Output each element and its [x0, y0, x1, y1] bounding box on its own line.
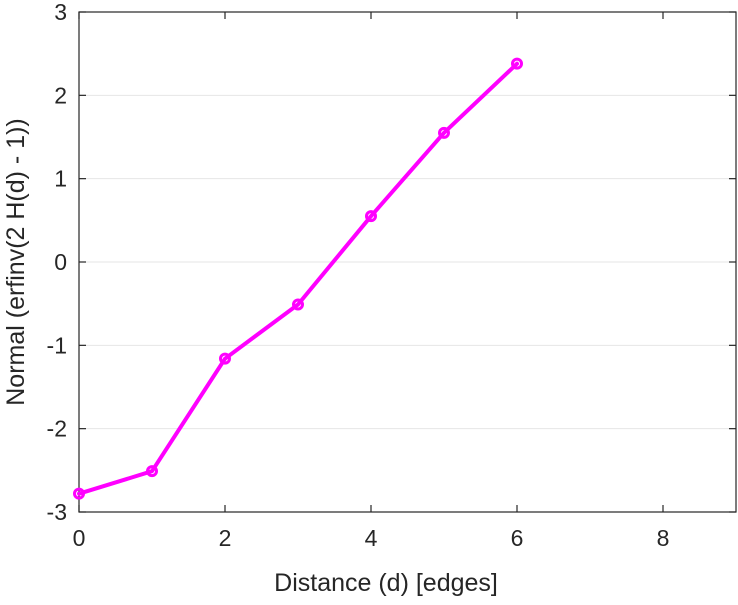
x-tick-label: 4: [365, 525, 378, 551]
y-tick-label: -2: [47, 416, 67, 442]
y-tick-label: -3: [47, 499, 67, 525]
grid: [79, 94, 736, 430]
data-point: [219, 352, 231, 365]
x-tick-label: 0: [73, 525, 86, 551]
y-tick-label: 1: [54, 166, 67, 192]
data-point: [511, 57, 523, 70]
data-point: [365, 210, 377, 223]
y-tick-label: 0: [54, 249, 67, 275]
series: [73, 57, 523, 500]
x-axis-label: Distance (d) [edges]: [274, 569, 498, 597]
y-tick-label: -1: [47, 332, 67, 358]
data-point: [438, 126, 450, 139]
data-point: [73, 487, 85, 500]
x-tick-label: 2: [219, 525, 232, 551]
data-point: [146, 465, 158, 478]
data-point: [292, 298, 304, 311]
x-tick-label: 6: [511, 525, 524, 551]
x-tick-label: 8: [657, 525, 670, 551]
y-tick-label: 2: [54, 82, 67, 108]
series-line: [77, 61, 519, 496]
axis-ticks: -3 -2 -1 0 1 2 3 0 2 4 6 8: [47, 0, 736, 551]
y-axis-label: Normal (erfinv(2 H(d) - 1)): [2, 118, 30, 406]
y-tick-label: 3: [54, 0, 67, 25]
